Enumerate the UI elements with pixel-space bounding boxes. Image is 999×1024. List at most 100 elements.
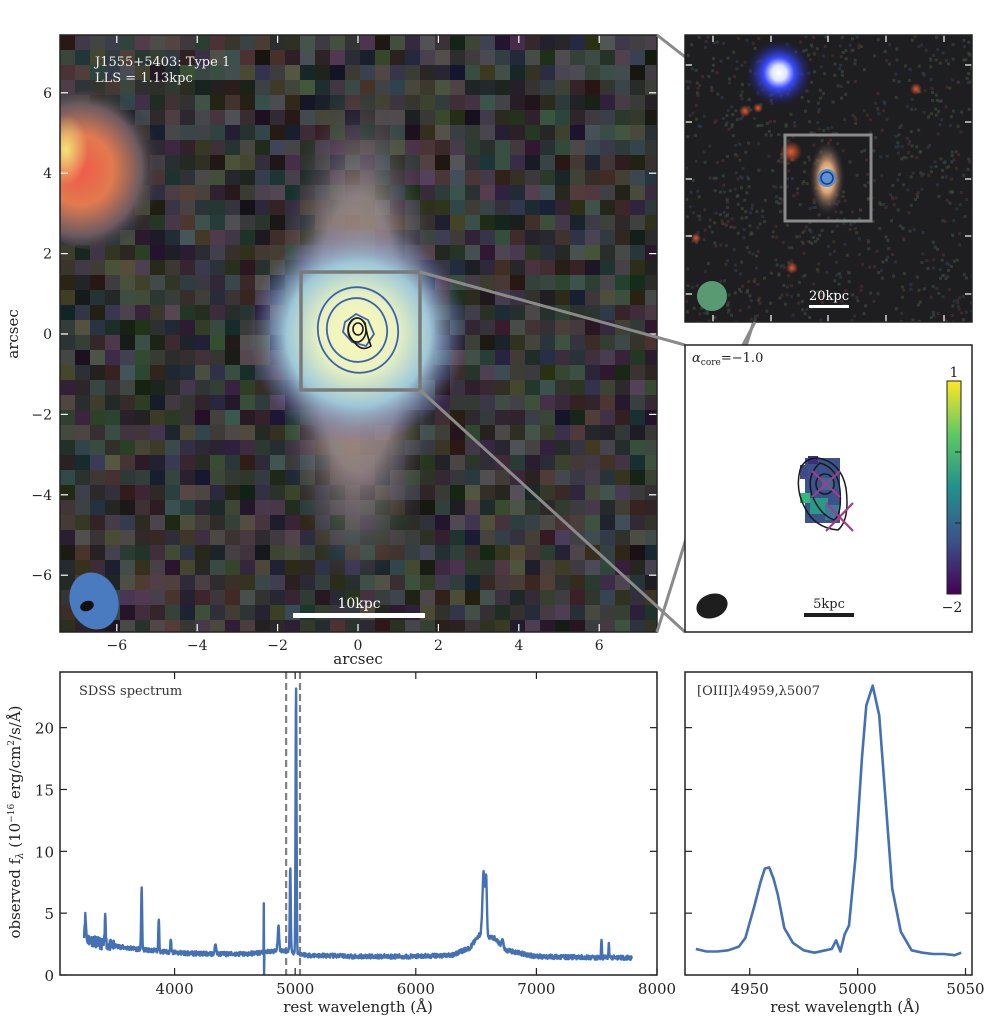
noise-pixel <box>435 230 450 245</box>
noise-pixel <box>300 80 315 95</box>
noise-pixel <box>896 141 900 145</box>
noise-pixel <box>929 170 933 174</box>
noise-pixel <box>913 35 917 39</box>
noise-pixel <box>585 425 600 440</box>
noise-pixel <box>150 590 165 605</box>
contour-blue-inner <box>342 312 376 348</box>
noise-pixel <box>956 301 960 305</box>
noise-pixel <box>285 110 300 125</box>
noise-pixel <box>967 51 971 55</box>
noise-pixel <box>495 395 510 410</box>
noise-pixel <box>135 500 150 515</box>
noise-pixel <box>465 395 480 410</box>
noise-pixel <box>790 294 794 298</box>
noise-pixel <box>899 319 903 322</box>
noise-pixel <box>165 335 180 350</box>
noise-pixel <box>450 530 465 545</box>
noise-pixel <box>695 117 699 121</box>
noise-pixel <box>600 215 615 230</box>
noise-pixel <box>894 196 898 200</box>
main-title-line2: LLS = 1.13kpc <box>95 71 193 86</box>
noise-pixel <box>733 226 737 230</box>
noise-pixel <box>726 220 730 224</box>
noise-pixel <box>180 290 195 305</box>
noise-pixel <box>724 262 728 266</box>
noise-pixel <box>812 35 816 39</box>
noise-pixel <box>195 230 210 245</box>
noise-pixel <box>240 590 255 605</box>
noise-pixel <box>910 144 914 148</box>
noise-pixel <box>105 335 120 350</box>
main-ytick-label: 2 <box>43 247 52 263</box>
noise-pixel <box>615 620 630 632</box>
noise-pixel <box>911 171 915 175</box>
noise-pixel <box>817 108 821 112</box>
noise-pixel <box>150 575 165 590</box>
noise-pixel <box>240 110 255 125</box>
noise-pixel <box>90 350 105 365</box>
noise-pixel <box>715 40 719 44</box>
noise-pixel <box>819 65 823 69</box>
noise-pixel <box>912 228 916 232</box>
oiii-background <box>685 672 972 975</box>
noise-pixel <box>738 158 742 162</box>
noise-pixel <box>105 530 120 545</box>
noise-pixel <box>120 335 135 350</box>
noise-pixel <box>525 245 540 260</box>
noise-pixel <box>844 288 848 292</box>
noise-pixel <box>732 248 736 252</box>
noise-pixel <box>210 365 225 380</box>
spectrum-ytick-label: 10 <box>35 843 54 861</box>
noise-pixel <box>435 110 450 125</box>
noise-pixel <box>450 110 465 125</box>
noise-pixel <box>686 267 690 271</box>
noise-pixel <box>931 310 935 314</box>
noise-pixel <box>465 380 480 395</box>
noise-pixel <box>240 200 255 215</box>
noise-pixel <box>435 440 450 455</box>
noise-pixel <box>835 260 839 264</box>
noise-pixel <box>866 197 870 201</box>
main-xtick-label: 6 <box>595 638 604 654</box>
noise-pixel <box>711 57 715 61</box>
noise-pixel <box>315 560 330 575</box>
connector-main-to-index-top <box>419 270 686 347</box>
noise-pixel <box>495 50 510 65</box>
noise-pixel <box>934 113 938 117</box>
noise-pixel <box>725 200 729 204</box>
noise-pixel <box>540 110 555 125</box>
noise-pixel <box>120 605 135 620</box>
noise-pixel <box>615 545 630 560</box>
noise-pixel <box>832 131 836 135</box>
noise-pixel <box>757 168 761 172</box>
noise-pixel <box>937 291 941 295</box>
noise-pixel <box>450 125 465 140</box>
spectrum-xtick-label: 4000 <box>155 980 193 998</box>
noise-pixel <box>195 185 210 200</box>
noise-pixel <box>510 620 525 632</box>
noise-pixel <box>845 253 849 257</box>
noise-pixel <box>135 260 150 275</box>
noise-pixel <box>180 560 195 575</box>
noise-pixel <box>703 208 707 212</box>
noise-pixel <box>615 350 630 365</box>
oiii-xlabel: rest wavelength (Å) <box>770 998 920 1016</box>
noise-pixel <box>120 50 135 65</box>
noise-pixel <box>630 260 645 275</box>
noise-pixel <box>450 455 465 470</box>
noise-pixel <box>240 215 255 230</box>
noise-pixel <box>932 266 936 270</box>
noise-pixel <box>916 195 920 199</box>
main-xtick-label: −6 <box>106 638 127 654</box>
noise-pixel <box>797 280 801 284</box>
noise-pixel <box>450 545 465 560</box>
noise-pixel <box>210 320 225 335</box>
noise-pixel <box>270 230 285 245</box>
noise-pixel <box>75 485 90 500</box>
noise-pixel <box>807 155 811 159</box>
noise-pixel <box>818 233 822 237</box>
radio-contours <box>316 286 400 374</box>
noise-pixel <box>755 124 759 128</box>
noise-pixel <box>936 312 940 316</box>
noise-pixel <box>165 365 180 380</box>
